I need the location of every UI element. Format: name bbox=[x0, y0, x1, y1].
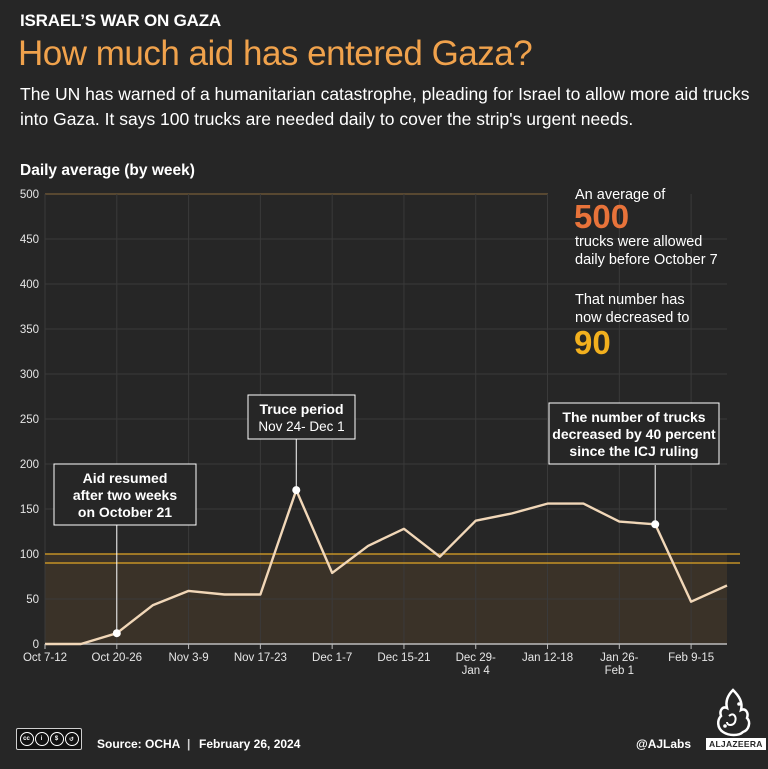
annotation-box bbox=[247, 394, 356, 440]
annotation-point bbox=[292, 486, 301, 495]
x-tick-label: Nov 17-23 bbox=[234, 652, 287, 664]
annotation-box bbox=[548, 402, 720, 465]
callout-pre-text: An average of bbox=[575, 187, 666, 203]
annotation-text: Truce period bbox=[259, 401, 343, 417]
y-tick-label: 0 bbox=[33, 639, 39, 651]
annotation-box bbox=[53, 463, 197, 526]
annotation-text: since the ICJ ruling bbox=[569, 443, 698, 459]
y-axis-label: Daily average (by week) bbox=[20, 162, 195, 179]
y-tick-label: 400 bbox=[20, 279, 39, 291]
series-line bbox=[45, 488, 728, 646]
annotation-text: Nov 24- Dec 1 bbox=[258, 419, 344, 434]
y-tick-label: 200 bbox=[20, 459, 39, 471]
date-text: February 26, 2024 bbox=[199, 737, 301, 751]
callout-pre-after-line1: trucks were allowed bbox=[575, 234, 703, 250]
x-tick-label: Jan 26-Feb 1 bbox=[600, 652, 639, 677]
subtitle: The UN has warned of a humanitarian cata… bbox=[20, 84, 750, 129]
footer-separator: | bbox=[187, 737, 191, 751]
y-tick-label: 100 bbox=[20, 549, 39, 561]
x-tick-label: Dec 15-21 bbox=[377, 652, 430, 664]
annotation-point bbox=[651, 520, 660, 529]
x-tick-label: Dec 1-7 bbox=[312, 652, 352, 664]
y-tick-label: 450 bbox=[20, 234, 39, 246]
callout-now-line2: now decreased to bbox=[575, 310, 690, 326]
x-tick-label: Oct 7-12 bbox=[23, 652, 67, 664]
x-tick-label: Dec 29-Jan 4 bbox=[456, 652, 496, 677]
nc-icon: $ bbox=[49, 732, 64, 746]
x-tick-label: Nov 3-9 bbox=[168, 652, 208, 664]
y-tick-label: 500 bbox=[20, 189, 39, 201]
by-icon: i bbox=[34, 732, 49, 746]
annotation-text: decreased by 40 percent bbox=[552, 426, 716, 442]
callout-now-line1: That number has bbox=[575, 292, 685, 308]
annotation-text: Aid resumed bbox=[83, 470, 168, 486]
annotation-text: after two weeks bbox=[73, 487, 177, 503]
cc-icon: cc bbox=[19, 732, 34, 746]
x-tick-label: Oct 20-26 bbox=[92, 652, 143, 664]
creative-commons-badge: cc i $ ↺ bbox=[16, 728, 82, 750]
page-title: How much aid has entered Gaza? bbox=[18, 34, 533, 73]
sa-icon: ↺ bbox=[64, 732, 79, 746]
x-tick-label: Jan 12-18 bbox=[522, 652, 573, 664]
callout-pre-value: 500 bbox=[574, 198, 630, 235]
y-tick-label: 150 bbox=[20, 504, 39, 516]
callout-pre-after-line2: daily before October 7 bbox=[575, 252, 718, 268]
x-tick-label: Feb 9-15 bbox=[668, 652, 714, 664]
y-tick-label: 350 bbox=[20, 324, 39, 336]
y-tick-label: 50 bbox=[26, 594, 39, 606]
annotation-text: The number of trucks bbox=[562, 409, 705, 425]
credit-text: @AJLabs bbox=[636, 737, 692, 751]
y-tick-label: 300 bbox=[20, 369, 39, 381]
annotation-text: on October 21 bbox=[78, 504, 172, 520]
y-tick-label: 250 bbox=[20, 414, 39, 426]
annotation-point bbox=[112, 629, 121, 638]
source-text: Source: OCHA bbox=[97, 737, 181, 751]
kicker: ISRAEL’S WAR ON GAZA bbox=[20, 11, 221, 30]
callout-now-value: 90 bbox=[574, 324, 611, 361]
aljazeera-logo-icon bbox=[717, 688, 751, 737]
brand-wordmark: ALJAZEERA bbox=[706, 738, 766, 750]
